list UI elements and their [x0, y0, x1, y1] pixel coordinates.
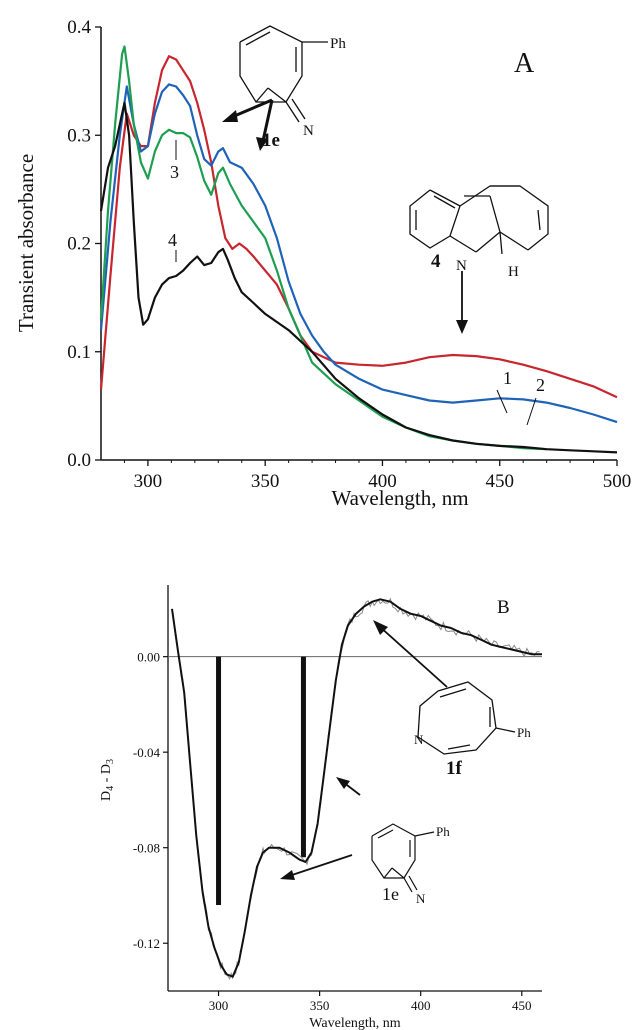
arrow-head	[456, 320, 468, 334]
panel-b-stick-spectrum	[216, 656, 306, 906]
arrow-head	[222, 110, 238, 122]
arrow-head	[256, 137, 268, 151]
panel-b-y-title-mid: - D	[99, 764, 114, 786]
panel-a-y-ticks: 0.0 0.1 0.2 0.3 0.4	[67, 17, 101, 471]
series-curve-2	[99, 83, 618, 424]
panel-a-x-axis-title: Wavelength, nm	[331, 486, 468, 510]
x-tick-label: 500	[603, 471, 632, 492]
panel-b-letter: B	[497, 597, 510, 618]
panel-b-y-ticks: 0.00 -0.04 -0.08 -0.12	[133, 650, 168, 951]
y-tick-label: 0.4	[67, 17, 91, 38]
x-tick-label: 450	[512, 998, 532, 1013]
y-tick-label: 0.2	[67, 234, 91, 255]
arrow-head	[280, 870, 295, 880]
molecule-1e-b-arrow-2	[288, 854, 353, 877]
curve-label-3: 3	[170, 162, 179, 182]
molecule-1f-structure	[417, 681, 516, 755]
molecule-1e-ph: Ph	[330, 36, 346, 52]
panel-b: 0.00 -0.04 -0.08 -0.12 300 350 400 450 Wavelen…	[99, 585, 542, 1030]
panel-b-curves	[171, 597, 542, 980]
panel-a-x-ticks: 300 350 400 450 500	[123, 460, 632, 492]
y-tick-label: 0.0	[67, 450, 91, 471]
x-tick-label: 350	[310, 998, 330, 1013]
curve-label-2: 2	[536, 375, 545, 395]
panel-b-y-title-sub1: 4	[105, 786, 116, 791]
molecule-1f-n: N	[414, 732, 424, 747]
panel-a-letter: A	[514, 48, 535, 79]
panel-a-curves	[99, 45, 618, 454]
panel-b-x-ticks: 300 350 400 450	[209, 991, 532, 1013]
raw-difference-trace	[171, 597, 540, 980]
x-tick-label: 300	[209, 998, 229, 1013]
molecule-4-h: H	[508, 264, 519, 280]
y-tick-label: -0.12	[133, 936, 160, 951]
molecule-1f-arrow	[378, 625, 448, 688]
panel-b-y-title-d4: D	[99, 791, 114, 801]
arrow-head	[336, 777, 350, 789]
curve-label-1: 1	[503, 368, 512, 388]
molecule-4-label: 4	[431, 251, 441, 272]
x-tick-label: 400	[368, 471, 397, 492]
x-tick-label: 300	[134, 471, 163, 492]
y-tick-label: -0.08	[133, 841, 160, 856]
y-tick-label: 0.00	[137, 650, 160, 665]
molecule-1e-b-ph: Ph	[436, 824, 450, 839]
y-tick-label: -0.04	[133, 745, 161, 760]
molecule-1e-label: 1e	[262, 130, 280, 151]
arrow-head	[373, 620, 388, 635]
smoothed-difference-curve	[171, 598, 542, 978]
curve-2-leader	[526, 397, 537, 426]
y-tick-label: 0.3	[67, 125, 91, 146]
x-tick-label: 400	[411, 998, 431, 1013]
molecule-1e-b-n: N	[416, 891, 426, 906]
panel-a-y-axis-title: Transient absorbance	[14, 154, 38, 332]
series-curve-4	[99, 101, 618, 454]
molecule-1f-label: 1f	[446, 758, 463, 779]
panel-a: 0.0 0.1 0.2 0.3 0.4 300 350 400 450 500 Waveleng…	[14, 17, 631, 510]
series-curve-1	[99, 55, 618, 399]
curve-1-leader	[496, 389, 508, 414]
molecule-1e-arrows	[231, 98, 274, 142]
molecule-1e-structure-b	[371, 823, 435, 893]
curve-label-4: 4	[168, 230, 177, 250]
x-tick-label: 450	[485, 471, 514, 492]
panel-b-y-axis-title: D4 - D3	[99, 759, 116, 801]
panel-b-x-axis-title: Wavelength, nm	[309, 1016, 401, 1030]
molecule-1e-structure	[239, 25, 328, 123]
y-tick-label: 0.1	[67, 342, 91, 363]
molecule-4-n: N	[456, 258, 467, 274]
molecule-4-structure	[409, 185, 549, 255]
panel-b-y-title-sub2: 3	[105, 759, 116, 764]
molecule-1e-b-label: 1e	[382, 884, 399, 904]
molecule-1e-n: N	[303, 123, 314, 139]
molecule-1f-ph: Ph	[517, 725, 531, 740]
x-tick-label: 350	[251, 471, 280, 492]
